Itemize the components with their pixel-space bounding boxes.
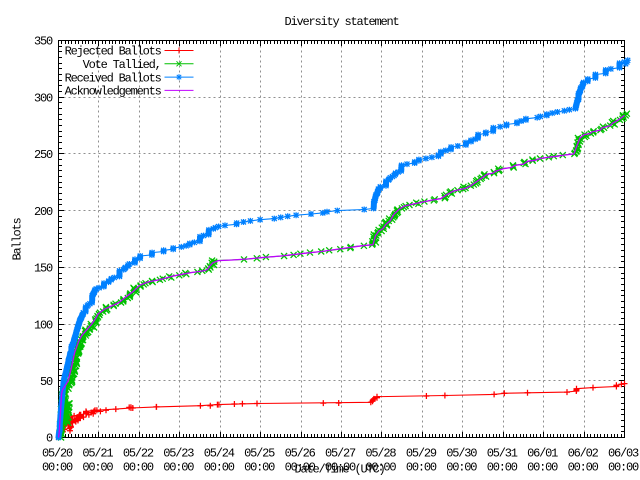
svg-text:250: 250 bbox=[34, 148, 53, 162]
svg-text:100: 100 bbox=[34, 318, 53, 332]
svg-text:05/24: 05/24 bbox=[204, 446, 235, 460]
svg-text:350: 350 bbox=[34, 35, 53, 49]
svg-text:06/01: 06/01 bbox=[527, 446, 558, 460]
svg-text:06/02: 06/02 bbox=[568, 446, 599, 460]
svg-text:Date/Time (UTC): Date/Time (UTC) bbox=[294, 462, 384, 476]
svg-text:05/26: 05/26 bbox=[285, 446, 316, 460]
svg-text:00:00: 00:00 bbox=[568, 460, 599, 474]
svg-text:05/29: 05/29 bbox=[406, 446, 437, 460]
svg-text:05/20: 05/20 bbox=[42, 446, 73, 460]
svg-text:00:00: 00:00 bbox=[82, 460, 113, 474]
svg-text:00:00: 00:00 bbox=[406, 460, 437, 474]
svg-text:Vote Tallied,: Vote Tallied, bbox=[83, 58, 161, 72]
svg-text:150: 150 bbox=[34, 262, 53, 276]
svg-text:05/27: 05/27 bbox=[325, 446, 356, 460]
svg-text:300: 300 bbox=[34, 91, 53, 105]
svg-text:00:00: 00:00 bbox=[365, 460, 396, 474]
svg-text:00:00: 00:00 bbox=[163, 460, 194, 474]
svg-text:05/28: 05/28 bbox=[365, 446, 396, 460]
svg-text:05/31: 05/31 bbox=[487, 446, 518, 460]
svg-text:00:00: 00:00 bbox=[608, 460, 639, 474]
svg-text:200: 200 bbox=[34, 205, 53, 219]
svg-text:05/30: 05/30 bbox=[446, 446, 477, 460]
svg-text:00:00: 00:00 bbox=[325, 460, 356, 474]
svg-text:00:00: 00:00 bbox=[285, 460, 316, 474]
svg-text:05/23: 05/23 bbox=[163, 446, 194, 460]
svg-text:00:00: 00:00 bbox=[487, 460, 518, 474]
svg-text:Diversity statement: Diversity statement bbox=[284, 15, 398, 29]
svg-text:05/25: 05/25 bbox=[244, 446, 275, 460]
svg-text:00:00: 00:00 bbox=[527, 460, 558, 474]
svg-text:50: 50 bbox=[40, 375, 53, 389]
svg-text:00:00: 00:00 bbox=[446, 460, 477, 474]
svg-text:00:00: 00:00 bbox=[204, 460, 235, 474]
svg-text:Rejected Ballots: Rejected Ballots bbox=[65, 45, 162, 59]
svg-text:00:00: 00:00 bbox=[123, 460, 154, 474]
svg-text:00:00: 00:00 bbox=[42, 460, 73, 474]
svg-text:05/22: 05/22 bbox=[123, 446, 154, 460]
svg-text:06/03: 06/03 bbox=[608, 446, 639, 460]
svg-text:Received Ballots: Received Ballots bbox=[65, 71, 162, 85]
svg-text:0: 0 bbox=[46, 432, 53, 446]
svg-text:Ballots: Ballots bbox=[11, 218, 25, 261]
svg-text:05/21: 05/21 bbox=[82, 446, 113, 460]
svg-text:00:00: 00:00 bbox=[244, 460, 275, 474]
svg-text:Acknowledgements: Acknowledgements bbox=[65, 85, 162, 99]
